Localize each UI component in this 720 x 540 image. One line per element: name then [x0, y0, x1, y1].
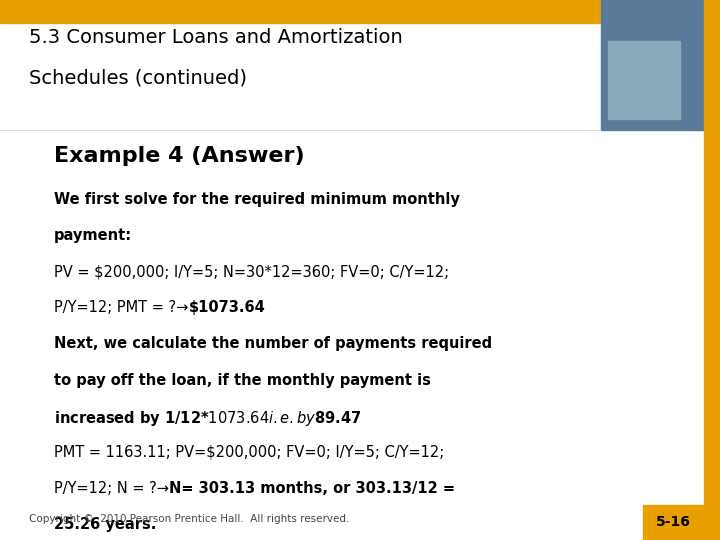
Text: We first solve for the required minimum monthly: We first solve for the required minimum …	[54, 192, 460, 207]
Text: N= 303.13 months, or 303.13/12 =: N= 303.13 months, or 303.13/12 =	[169, 481, 455, 496]
Bar	[0, 0, 601, 23]
Text: 25.26 years.: 25.26 years.	[54, 517, 156, 532]
Text: Copyright ©  2010 Pearson Prentice Hall.  All rights reserved.: Copyright © 2010 Pearson Prentice Hall. …	[29, 515, 349, 524]
Text: P/Y=12; N = ?→: P/Y=12; N = ?→	[54, 481, 169, 496]
Text: to pay off the loan, if the monthly payment is: to pay off the loan, if the monthly paym…	[54, 373, 431, 388]
Text: PMT = 1163.11; PV=$200,000; FV=0; I/Y=5; C/Y=12;: PMT = 1163.11; PV=$200,000; FV=0; I/Y=5;…	[54, 445, 444, 460]
Text: payment:: payment:	[54, 228, 132, 243]
Text: 5-16: 5-16	[656, 516, 691, 529]
Text: Schedules (continued): Schedules (continued)	[29, 69, 247, 87]
Bar	[704, 0, 720, 540]
Text: 5.3 Consumer Loans and Amortization: 5.3 Consumer Loans and Amortization	[29, 28, 402, 47]
Text: Next, we calculate the number of payments required: Next, we calculate the number of payment…	[54, 336, 492, 352]
Bar	[601, 0, 720, 130]
Bar	[608, 41, 680, 119]
Text: PV = $200,000; I/Y=5; N=30*12=360; FV=0; C/Y=12;: PV = $200,000; I/Y=5; N=30*12=360; FV=0;…	[54, 264, 449, 279]
Text: $1073.64: $1073.64	[189, 300, 265, 315]
Text: P/Y=12; PMT = ?→: P/Y=12; PMT = ?→	[54, 300, 189, 315]
Text: Example 4 (Answer): Example 4 (Answer)	[54, 146, 305, 166]
Bar	[643, 505, 704, 540]
Text: increased by 1/12*$1073.64 i.e. by $89.47: increased by 1/12*$1073.64 i.e. by $89.4…	[54, 409, 361, 428]
